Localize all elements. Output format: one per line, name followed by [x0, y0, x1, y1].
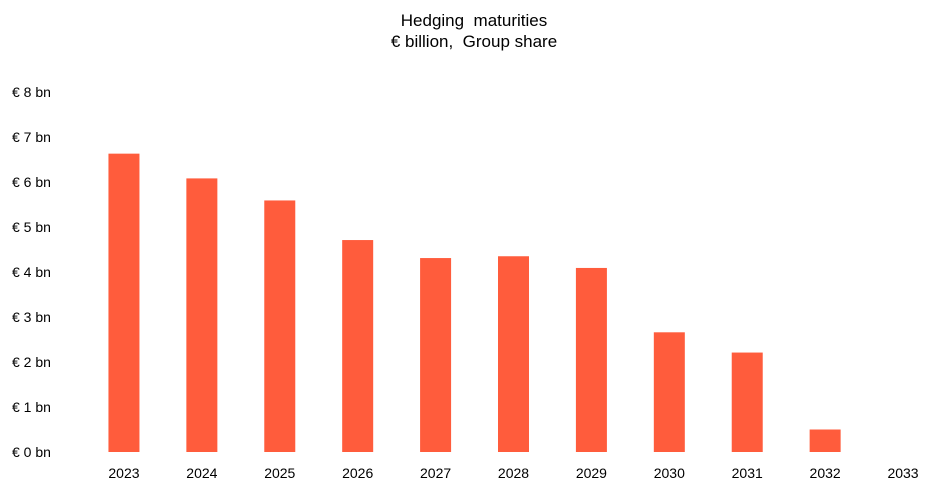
chart-subtitle: € billion, Group share [390, 32, 558, 51]
x-tick-label: 2030 [654, 465, 685, 481]
x-tick-label: 2025 [264, 465, 295, 481]
bar-2025 [264, 200, 296, 452]
bar-2024 [186, 178, 218, 452]
bars [108, 153, 841, 452]
y-tick-label: € 8 bn [12, 84, 51, 100]
x-tick-label: 2023 [108, 465, 139, 481]
x-axis-labels: 2023 2024 2025 2026 2027 2028 2029 2030 2031 2032… [108, 465, 918, 481]
y-axis-labels: € 0 bn € 1 bn € 2 bn € 3 bn € 4 bn € 5 bn € 6 … [12, 84, 51, 460]
y-tick-label: € 2 bn [12, 354, 51, 370]
x-tick-label: 2031 [732, 465, 763, 481]
bar-2026 [342, 240, 374, 452]
chart-title-block: Hedging maturities € billion, Group shar… [0, 10, 948, 52]
bar-2032 [809, 429, 841, 452]
y-tick-label: € 7 bn [12, 129, 51, 145]
y-tick-label: € 1 bn [12, 399, 51, 415]
y-tick-label: € 6 bn [12, 174, 51, 190]
bar-2031 [731, 352, 763, 452]
chart-title: Hedging maturities [400, 11, 548, 30]
x-tick-label: 2033 [887, 465, 918, 481]
x-tick-label: 2026 [342, 465, 373, 481]
x-tick-label: 2027 [420, 465, 451, 481]
y-tick-label: € 5 bn [12, 219, 51, 235]
bar-2029 [575, 267, 607, 452]
bar-2027 [420, 258, 452, 452]
bar-2028 [498, 256, 529, 452]
x-tick-label: 2024 [186, 465, 217, 481]
x-tick-label: 2028 [498, 465, 529, 481]
bar-2023 [108, 153, 140, 452]
y-tick-label: € 0 bn [12, 444, 51, 460]
y-tick-label: € 4 bn [12, 264, 51, 280]
x-tick-label: 2032 [810, 465, 841, 481]
x-tick-label: 2029 [576, 465, 607, 481]
bar-2030 [653, 332, 685, 452]
y-tick-label: € 3 bn [12, 309, 51, 325]
